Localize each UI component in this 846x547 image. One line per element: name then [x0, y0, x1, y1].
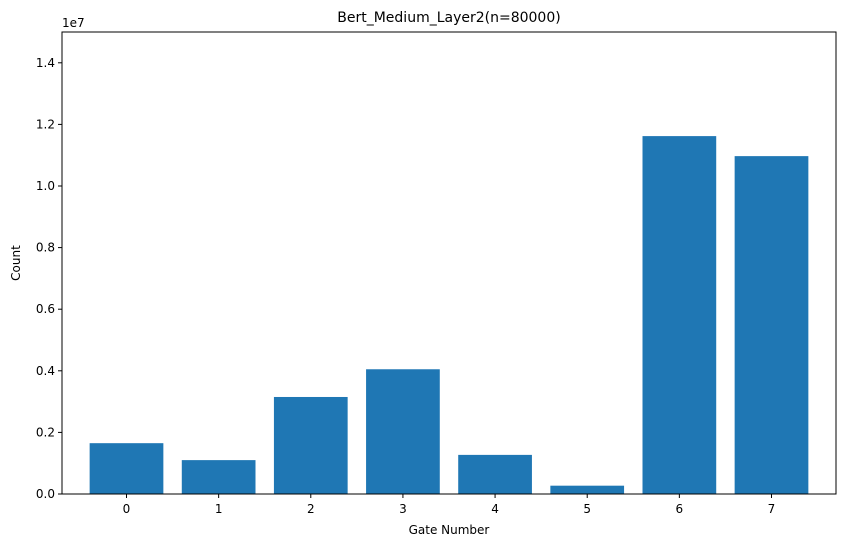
y-axis-ticks: 0.0 0.2 0.4 0.6 0.8 1.0 1.2 1.4 [36, 56, 62, 501]
bar-gate-7 [734, 156, 809, 494]
y-tick-label: 1.4 [36, 56, 55, 70]
plot-area-frame [61, 31, 837, 495]
bar-gate-4 [458, 454, 532, 494]
bar-gate-2 [273, 396, 348, 494]
x-axis-ticks: 0 1 2 3 4 5 6 7 [123, 494, 776, 516]
y-tick-label: 1.0 [36, 179, 55, 193]
bar-gate-0 [89, 443, 164, 494]
bar-gate-1 [181, 460, 256, 494]
chart-title: Bert_Medium_Layer2(n=80000) [337, 10, 560, 26]
y-tick-label: 0.6 [36, 302, 55, 316]
x-axis-label: Gate Number [409, 523, 490, 537]
bars-group [89, 136, 809, 494]
x-tick-label: 1 [215, 502, 223, 516]
x-tick-label: 7 [768, 502, 776, 516]
bar-gate-5 [550, 485, 625, 494]
x-tick-label: 5 [583, 502, 591, 516]
x-tick-label: 4 [491, 502, 499, 516]
bar-gate-6 [642, 136, 717, 494]
y-tick-label: 0.0 [36, 487, 55, 501]
y-tick-label: 0.8 [36, 241, 55, 255]
y-tick-label: 0.2 [36, 425, 55, 439]
bar-gate-3 [366, 369, 440, 494]
x-tick-label: 6 [676, 502, 684, 516]
y-tick-label: 0.4 [36, 364, 55, 378]
x-tick-label: 0 [123, 502, 131, 516]
y-axis-offset-label: 1e7 [62, 16, 85, 30]
x-tick-label: 2 [307, 502, 315, 516]
y-axis-label: Count [9, 245, 23, 281]
y-tick-label: 1.2 [36, 117, 55, 131]
x-tick-label: 3 [399, 502, 407, 516]
